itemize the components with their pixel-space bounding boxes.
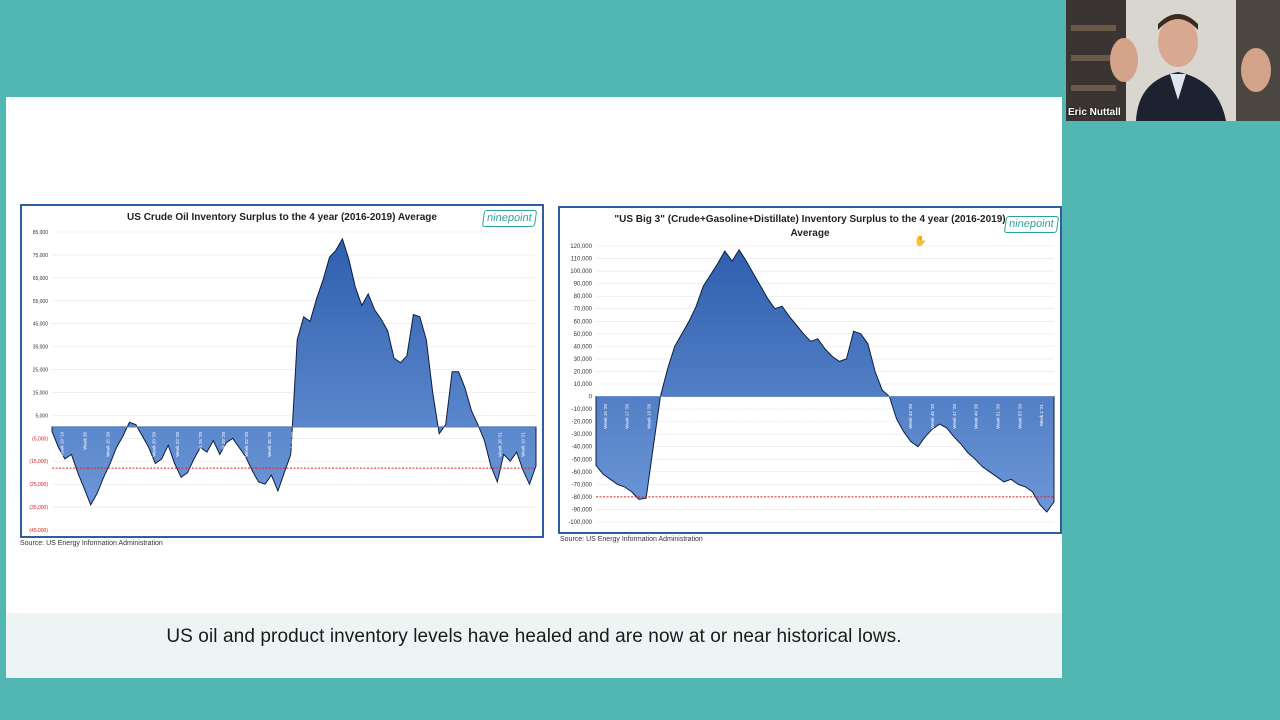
x-tick-label: Week 21 '20: [668, 404, 673, 429]
x-tick-label: Week 51 '20: [996, 404, 1001, 429]
x-tick-label: Week 13 '21: [474, 432, 479, 457]
x-tick-label: Week 17 '20: [625, 404, 630, 429]
y-tick-label: 120,000: [570, 244, 592, 250]
right-chart-title-line1: "US Big 3" (Crude+Gasoline+Distillate) I…: [614, 214, 1006, 225]
y-tick-label: 70,000: [574, 307, 593, 313]
x-tick-label: Week 35 '20: [267, 432, 272, 457]
y-tick-label: 25,000: [33, 368, 49, 374]
left-chart-title: US Crude Oil Inventory Surplus to the 4 …: [127, 212, 437, 223]
x-tick-label: Week 19 '21: [521, 432, 526, 457]
x-tick-label: Week 25 '20: [712, 404, 717, 429]
y-tick-label: (25,000): [29, 482, 48, 488]
webcam-video: [1066, 0, 1280, 121]
x-tick-label: Week 53 '20: [1017, 404, 1022, 429]
right-chart-panel: "US Big 3" (Crude+Gasoline+Distillate) I…: [558, 206, 1062, 534]
y-tick-label: 55,000: [33, 299, 49, 305]
slide-caption: US oil and product inventory levels have…: [166, 626, 902, 647]
x-tick-label: Week 19 '19: [60, 432, 65, 457]
y-tick-label: (15,000): [29, 459, 48, 465]
y-tick-label: -80,000: [572, 495, 593, 501]
x-tick-label: Week 32 '20: [244, 432, 249, 457]
x-tick-label: Week 41 '20: [313, 432, 318, 457]
y-tick-label: -40,000: [572, 445, 593, 451]
x-tick-label: Week 23 '20: [690, 404, 695, 429]
y-tick-label: 75,000: [33, 253, 49, 259]
y-tick-label: -20,000: [572, 420, 593, 426]
y-tick-label: 60,000: [574, 319, 593, 325]
x-tick-label: Week 26 '20: [198, 432, 203, 457]
left-chart-plot: 85,000 75,000 65,000 55,000 45,000 35,000 25,0…: [29, 230, 537, 534]
x-tick-label: Week 43 '20: [908, 404, 913, 429]
x-tick-label: Week 44 '20: [336, 432, 341, 457]
x-tick-label: Week 41 '20: [886, 404, 891, 429]
left-chart-source: Source: US Energy Information Administra…: [20, 540, 163, 547]
x-tick-label: Week 4 '21: [428, 432, 433, 455]
y-tick-label: (45,000): [29, 528, 48, 534]
x-tick-label: Week 1 '21: [405, 432, 410, 455]
participant-name: Eric Nuttall: [1068, 107, 1121, 118]
y-tick-label: 15,000: [33, 390, 49, 396]
right-chart-source: Source: US Energy Information Administra…: [560, 536, 703, 543]
right-chart-plot: 120,000 110,000 100,000 90,000 80,000 70,000 6…: [568, 244, 1055, 526]
x-tick-label: Week 38 '20: [290, 432, 295, 457]
x-tick-label: Week 49 '20: [974, 404, 979, 429]
x-tick-label: Week 35: [83, 432, 88, 450]
x-tick-label: Week 35 '20: [821, 404, 826, 429]
x-tick-label: Week 17 '20: [129, 432, 134, 457]
y-tick-label: 10,000: [574, 382, 593, 388]
x-tick-label: Week 2 '21: [1039, 404, 1044, 427]
y-tick-label: -90,000: [572, 507, 593, 513]
inventory-area-series: [595, 248, 1055, 513]
x-tick-label: Week 29 '20: [221, 432, 226, 457]
x-tick-label: Week 20 '20: [152, 432, 157, 457]
y-tick-label: -10,000: [572, 407, 593, 413]
y-tick-label: -30,000: [572, 432, 593, 438]
x-tick-label: Week 16 '21: [497, 432, 502, 457]
slide: US Crude Oil Inventory Surplus to the 4 …: [6, 97, 1062, 678]
x-tick-label: Week 31 '20: [777, 404, 782, 429]
x-tick-label: Week 23 '20: [175, 432, 180, 457]
y-tick-label: -70,000: [572, 482, 593, 488]
y-tick-label: (5,000): [32, 436, 48, 442]
caption-bar: [6, 613, 1062, 678]
x-tick-label: Week 47 '20: [952, 404, 957, 429]
y-tick-label: 40,000: [574, 344, 593, 350]
y-tick-label: 30,000: [574, 357, 593, 363]
y-tick-label: 110,000: [571, 257, 593, 263]
x-tick-label: Week 15 '20: [106, 432, 111, 457]
x-tick-label: Week 29 '20: [756, 404, 761, 429]
y-tick-label: 50,000: [574, 332, 593, 338]
x-tick-label: Week 37 '20: [843, 404, 848, 429]
y-tick-label: -50,000: [572, 457, 593, 463]
right-chart-title-line2: Average: [790, 228, 830, 239]
x-tick-label: Week 19 '20: [647, 404, 652, 429]
x-tick-label: Week 15 '20: [603, 404, 608, 429]
hand-cursor-icon: ✋: [914, 236, 927, 247]
x-tick-label: Week 39 '20: [865, 404, 870, 429]
y-tick-label: -60,000: [572, 470, 593, 476]
webcam-tile[interactable]: Eric Nuttall: [1066, 0, 1280, 121]
x-tick-label: Week 45 '20: [930, 404, 935, 429]
y-tick-label: (35,000): [29, 505, 48, 511]
y-tick-label: 90,000: [574, 282, 593, 288]
y-tick-label: 0: [589, 395, 593, 401]
y-tick-label: 65,000: [33, 276, 49, 282]
x-tick-label: Week 47 '20: [359, 432, 364, 457]
y-tick-label: -100,000: [568, 520, 592, 526]
x-tick-label: Week 33 '20: [799, 404, 804, 429]
x-tick-label: Week 27 '20: [734, 404, 739, 429]
inventory-area-series: [51, 237, 537, 506]
x-tick-label: Week 10 '21: [451, 432, 456, 457]
left-chart-panel: US Crude Oil Inventory Surplus to the 4 …: [20, 204, 544, 538]
y-tick-label: 20,000: [574, 369, 593, 375]
y-tick-label: 35,000: [33, 345, 49, 351]
y-tick-label: 80,000: [574, 294, 593, 300]
x-tick-label: Week 50 '20: [382, 432, 387, 457]
y-tick-label: 5,000: [35, 413, 48, 419]
y-tick-label: 85,000: [33, 230, 49, 236]
y-tick-label: 45,000: [33, 322, 49, 328]
y-tick-label: 100,000: [570, 269, 592, 275]
